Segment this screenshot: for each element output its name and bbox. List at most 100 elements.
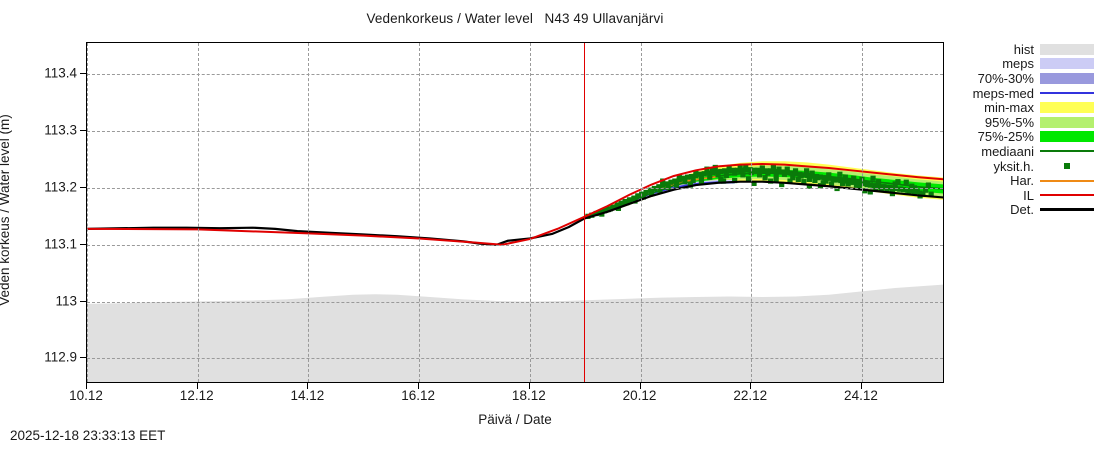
ensemble-member-point (639, 191, 645, 197)
ensemble-member-point (784, 166, 790, 172)
ensemble-member-point (898, 186, 904, 192)
y-axis-tick-label: 113.3 (44, 122, 77, 138)
ensemble-member-point (732, 177, 738, 184)
legend-item-label: 75%-25% (977, 129, 1034, 145)
legend-item-label: meps (1002, 56, 1034, 72)
series-det (87, 180, 943, 246)
ensemble-member-point (826, 175, 832, 181)
ensemble-member-point (809, 173, 815, 179)
ensemble-member-point (672, 178, 678, 184)
ensemble-member-point (834, 177, 840, 183)
ensemble-member-point (792, 168, 799, 174)
legend-item-har[interactable]: Har. (956, 173, 1094, 188)
gridline-horizontal (87, 301, 943, 303)
legend-swatch-line (1040, 194, 1094, 197)
legend-item-il[interactable]: IL (956, 188, 1094, 203)
ensemble-member-point (851, 175, 857, 181)
gridline-vertical (87, 43, 88, 382)
legend-swatch-box (1040, 131, 1094, 143)
ensemble-member-point (788, 170, 794, 176)
legend-item-mediaani[interactable]: mediaani (956, 144, 1094, 159)
ensemble-member-point (773, 173, 779, 179)
ensemble-member-point (914, 188, 920, 194)
ensemble-member-point (792, 171, 799, 177)
ensemble-member-point (804, 168, 810, 174)
x-axis-tick-mark (639, 383, 641, 389)
legend-swatch-line (1040, 92, 1094, 95)
x-axis-tick-mark (196, 383, 198, 389)
legend-swatch-line (1040, 179, 1094, 182)
plot-clip (87, 43, 943, 382)
ensemble-member-point (768, 168, 774, 174)
ensemble-member-point (864, 181, 871, 188)
ensemble-member-point (884, 187, 890, 193)
plot-canvas (87, 161, 943, 382)
x-axis-tick-label: 22.12 (733, 388, 768, 403)
ensemble-member-point (839, 180, 846, 186)
gridline-horizontal (87, 187, 943, 189)
ensemble-member-point (688, 173, 695, 180)
x-axis-tick-mark (418, 383, 420, 389)
ensemble-member-point (781, 171, 788, 177)
ensemble-member-point (730, 167, 737, 173)
legend-item-meps-med[interactable]: meps-med (956, 86, 1094, 101)
y-axis-label: Veden korkeus / Water level (m) (0, 114, 12, 306)
ensemble-member-point (909, 183, 915, 189)
ensemble-member-point (676, 174, 682, 180)
legend-swatch-box (1040, 102, 1094, 114)
legend-item-70-30[interactable]: 70%-30% (956, 71, 1094, 86)
legend-item-95-5[interactable]: 95%-5% (956, 115, 1094, 130)
timestamp: 2025-12-18 23:33:13 EET (10, 428, 166, 443)
legend-swatch-box (1040, 116, 1094, 128)
ensemble-member-point (889, 187, 896, 193)
ensemble-member-point (875, 179, 882, 185)
legend-item-meps[interactable]: meps (956, 56, 1094, 72)
ensemble-member-point (770, 164, 776, 171)
ensemble-member-point (853, 182, 860, 188)
ensemble-member-point (925, 182, 931, 188)
ensemble-member-point (771, 168, 778, 175)
ensemble-member-point (756, 172, 763, 178)
ensemble-member-point (795, 176, 801, 182)
y-axis-tick-mark (80, 130, 86, 132)
ensemble-member-point (665, 184, 671, 190)
legend-item-label: min-max (984, 100, 1034, 116)
ensemble-member-point (903, 179, 909, 185)
ensemble-member-point (601, 208, 608, 214)
series-meps (584, 179, 735, 219)
ensemble-member-point (906, 189, 912, 196)
y-axis-tick-label: 113.1 (44, 236, 77, 252)
ensemble-member-point (911, 185, 918, 191)
y-axis-tick-label: 112.9 (44, 349, 77, 365)
ensemble-member-point (911, 189, 918, 196)
x-axis-label: Päivä / Date (478, 412, 552, 427)
legend-swatch-box (1040, 58, 1094, 70)
gridline-vertical (861, 43, 863, 382)
legend-item-det[interactable]: Det. (956, 202, 1094, 217)
ensemble-member-point (697, 171, 703, 177)
ensemble-member-point (870, 175, 876, 181)
ensemble-member-point (668, 179, 674, 185)
ensemble-member-point (790, 175, 796, 181)
legend-item-min-max[interactable]: min-max (956, 100, 1094, 115)
legend-item-75-25[interactable]: 75%-25% (956, 129, 1094, 145)
legend-swatch-dot (1040, 161, 1094, 172)
legend-item-label: yksit.h. (993, 158, 1034, 174)
forecast-start-marker (584, 43, 586, 382)
ensemble-member-point (690, 177, 696, 184)
ensemble-member-point (685, 174, 691, 180)
legend-item-yksit-h[interactable]: yksit.h. (956, 159, 1094, 174)
ensemble-member-point (842, 178, 848, 184)
legend-item-label: 95%-5% (984, 114, 1034, 130)
y-axis-tick-mark (80, 186, 86, 188)
plot-area (86, 42, 944, 383)
ensemble-member-point (726, 166, 732, 172)
legend-item-label: IL (1023, 187, 1034, 203)
legend-swatch-box (1040, 43, 1094, 55)
ensemble-member-point (831, 177, 837, 183)
gridline-vertical (640, 43, 642, 382)
legend-item-hist[interactable]: hist (956, 42, 1094, 57)
ensemble-member-point (895, 179, 901, 185)
legend-dot-marker (1064, 163, 1070, 170)
